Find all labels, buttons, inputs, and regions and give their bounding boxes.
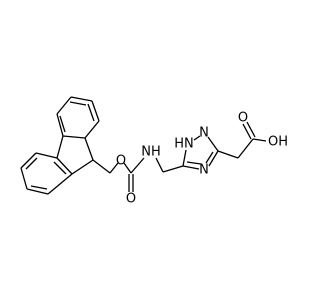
- atom-label: O: [126, 192, 136, 207]
- background: [0, 0, 300, 300]
- atom-label: N: [199, 163, 209, 178]
- atom-labels: O NH O HN N N O OH: [116, 111, 288, 207]
- atom-label: OH: [268, 135, 288, 150]
- atom-label: O: [116, 154, 126, 169]
- atom-label: O: [238, 111, 248, 126]
- atom-label: N: [199, 126, 209, 141]
- atom-label: HN: [174, 137, 194, 152]
- molecule-diagram: O NH O HN N N O OH: [0, 0, 300, 300]
- atom-label: NH: [141, 145, 161, 160]
- bonds: [20, 96, 267, 195]
